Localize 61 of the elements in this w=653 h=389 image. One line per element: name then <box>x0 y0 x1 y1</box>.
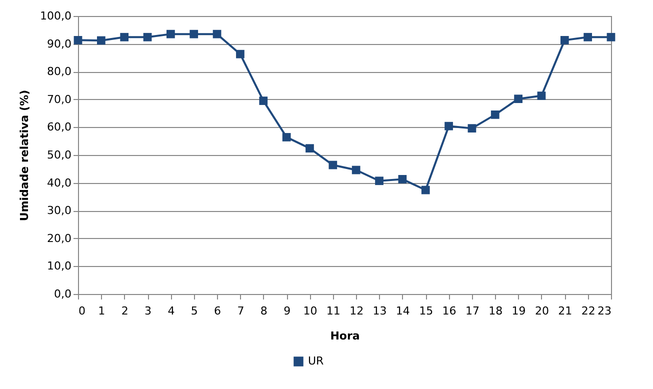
point <box>96 36 106 45</box>
x-tick-label: 6 <box>214 304 222 318</box>
point <box>606 32 616 42</box>
y-tick-label: 80,0 <box>47 65 72 78</box>
point <box>166 30 175 38</box>
x-tick-label: 20 <box>534 304 549 318</box>
x-tick-label: 7 <box>237 304 244 318</box>
x-tick-label: 11 <box>326 304 340 318</box>
x-tick-label: 9 <box>284 304 291 318</box>
x-tick-label: 12 <box>350 304 364 318</box>
point <box>560 36 569 44</box>
x-tick-label: 2 <box>121 304 128 318</box>
x-tick-label: 13 <box>372 304 387 318</box>
x-tick-label: 23 <box>598 304 612 318</box>
x-tick-label: 1 <box>98 304 106 318</box>
x-tick-label: 0 <box>78 304 86 318</box>
x-tick-label: 10 <box>303 304 318 318</box>
point <box>259 96 268 105</box>
y-tick-label: 70,0 <box>47 92 72 106</box>
legend-label: UR <box>308 354 324 368</box>
point <box>375 176 384 186</box>
x-tick-label: 15 <box>419 304 434 318</box>
y-axis-title: Umidade relativa (%) <box>18 90 32 222</box>
point <box>398 175 407 184</box>
point <box>490 110 500 119</box>
point <box>444 122 453 130</box>
x-tick-label: 4 <box>168 304 175 318</box>
point <box>514 94 522 104</box>
x-tick-label: 5 <box>190 304 198 318</box>
x-tick-label: 21 <box>558 304 572 318</box>
y-tick-label: 0,0 <box>54 288 72 300</box>
point <box>352 166 360 174</box>
y-tick-label: 40,0 <box>47 176 72 190</box>
y-tick-label: 90,0 <box>47 37 72 50</box>
point <box>537 92 546 100</box>
point <box>468 124 476 132</box>
x-tick-label: 3 <box>144 304 152 318</box>
x-tick-label: 18 <box>488 304 503 318</box>
point <box>584 32 592 42</box>
x-tick-label: 8 <box>260 304 268 318</box>
x-tick-label: 17 <box>465 304 480 318</box>
point <box>236 50 244 58</box>
y-tick-label: 100,0 <box>40 10 72 22</box>
x-axis-title: Hora <box>330 330 360 342</box>
point <box>190 30 198 38</box>
point <box>143 32 152 42</box>
point <box>212 30 222 38</box>
x-tick-label: 16 <box>442 304 456 318</box>
point <box>421 186 430 194</box>
point <box>282 133 291 142</box>
y-tick-label: 20,0 <box>47 232 72 245</box>
x-tick-label: 22 <box>581 304 596 318</box>
point <box>120 32 129 42</box>
y-tick-label: 60,0 <box>47 120 72 134</box>
x-tick-label: 19 <box>512 304 526 318</box>
x-tick-label: 14 <box>396 304 410 318</box>
y-tick-label: 50,0 <box>47 148 72 162</box>
y-tick-label: 10,0 <box>47 260 72 273</box>
point <box>306 144 314 153</box>
point <box>328 160 338 170</box>
y-tick-label: 30,0 <box>47 204 72 218</box>
